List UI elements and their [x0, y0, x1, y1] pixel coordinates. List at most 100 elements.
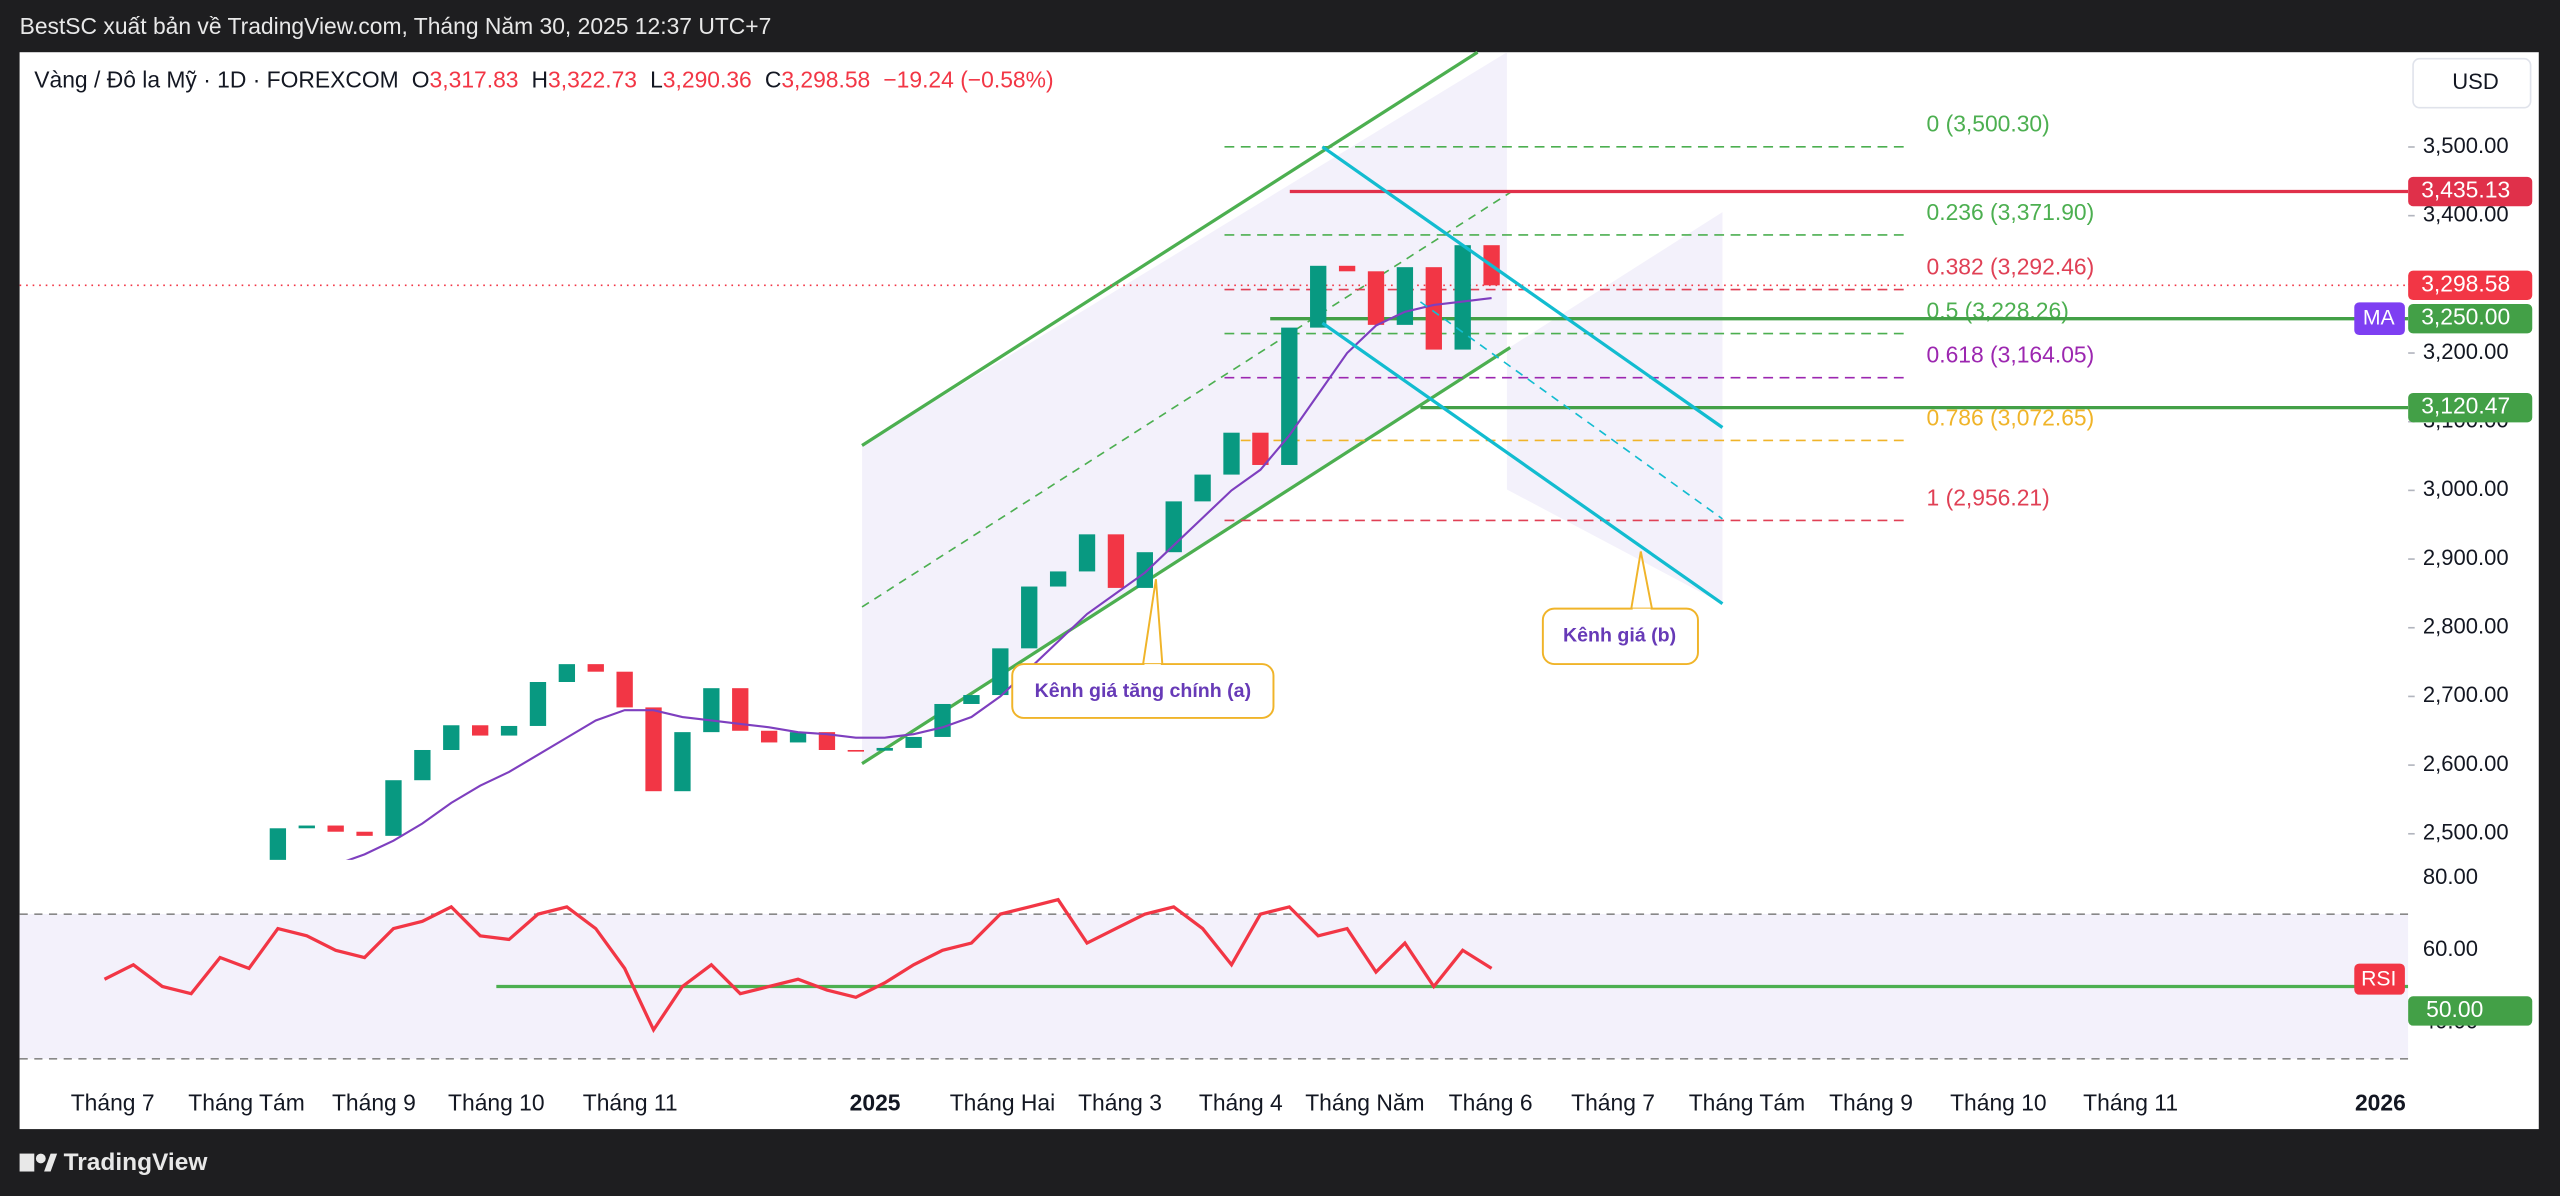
channel-a-fill [862, 52, 1507, 764]
currency[interactable]: USD [2452, 69, 2498, 94]
candle [443, 725, 460, 750]
fib-label: 0.236 (3,371.90) [1927, 199, 2095, 225]
y-tick-label: 3,500.00 [2423, 133, 2509, 158]
candle [356, 831, 373, 836]
rsi-tag [2354, 963, 2405, 995]
candle [1049, 571, 1067, 587]
candle [1021, 586, 1038, 649]
candle [1078, 534, 1096, 572]
channel-a-upper [861, 50, 1479, 447]
y-tick-label: 2,900.00 [2423, 545, 2509, 570]
footer-logo: TradingView [19, 1149, 209, 1176]
candle [905, 736, 922, 748]
candle [385, 780, 402, 836]
price-tag-label: 3,120.47 [2421, 393, 2510, 419]
rsi-value-label: 50.00 [2426, 996, 2483, 1022]
publisher: BestSC xuất bản về TradingView.com, Thán… [20, 13, 772, 39]
y-tick-label: 3,200.00 [2423, 339, 2509, 364]
price-pane: 0 (3,500.30) 0.236 (3,371.90) 0.382 (3,292… [19, 111, 2409, 860]
high: 3,322.73 [548, 67, 637, 93]
x-tick-label: Tháng 3 [1078, 1090, 1162, 1116]
x-tick-label: Tháng Tám [1689, 1090, 1805, 1116]
l-label: L [650, 67, 663, 93]
candle [760, 730, 778, 743]
x-tick-label: Tháng 11 [583, 1090, 678, 1116]
candle [1338, 265, 1356, 272]
annotation-a: Kênh giá tăng chính (a) [1011, 579, 1275, 719]
candle [703, 688, 720, 733]
y-tick-label: 2,700.00 [2423, 682, 2509, 707]
price-tag [2408, 270, 2533, 301]
x-tick-label: Tháng 7 [1571, 1090, 1655, 1116]
price-tag [2408, 304, 2533, 334]
candle [1396, 267, 1414, 325]
candle [327, 825, 344, 832]
price-tag-label: 3,435.13 [2421, 177, 2510, 203]
candle [269, 828, 287, 860]
candle [1454, 245, 1471, 350]
candle [1107, 534, 1125, 588]
x-tick-label: Tháng 7 [71, 1090, 155, 1116]
candle [1252, 432, 1269, 465]
candle [934, 703, 951, 737]
channel-b-mid [1419, 301, 1723, 520]
candle [847, 749, 864, 752]
candle [500, 725, 518, 736]
rsi-line [103, 897, 1493, 1034]
ma-tag [2354, 302, 2405, 336]
x-tick-label: Tháng Năm [1305, 1090, 1424, 1116]
price-tag [2408, 176, 2533, 207]
channel-a-mid [861, 191, 1511, 608]
candle [992, 648, 1009, 696]
close: 3,298.58 [781, 67, 870, 93]
fib-label: 0.382 (3,292.46) [1927, 253, 2095, 279]
candle [1165, 501, 1182, 553]
candle [645, 707, 662, 792]
rsi-pane [19, 897, 2409, 1060]
o-label: O [412, 67, 430, 93]
symbol: Vàng / Đô la Mỹ · 1D · FOREXCOM [34, 67, 398, 93]
candle [529, 682, 547, 726]
channel-b-lower [1321, 321, 1724, 606]
currency-box[interactable] [2412, 57, 2532, 109]
annotation-text: Kênh giá tăng chính (a) [1035, 680, 1252, 702]
x-tick-label: Tháng 4 [1199, 1090, 1283, 1116]
candle [732, 688, 749, 731]
channel-a-lower [861, 346, 1512, 765]
rsi-tick-label: 60.00 [2423, 936, 2478, 961]
candle [1223, 432, 1240, 475]
y-tick-label: 2,500.00 [2423, 820, 2509, 845]
candle [789, 732, 807, 743]
candle [1136, 552, 1153, 588]
x-tick-label: Tháng 9 [1829, 1090, 1913, 1116]
candle [674, 732, 691, 792]
candle [587, 664, 604, 672]
change: −19.24 (−0.58%) [883, 67, 1053, 93]
channel-b-upper [1321, 145, 1724, 429]
price-tag [2408, 392, 2533, 423]
candle [876, 747, 893, 751]
rsi-tag-label: RSI [2361, 968, 2396, 991]
candle [1425, 267, 1442, 350]
fib-label: 0.618 (3,164.05) [1927, 342, 2095, 368]
x-tick-label: Tháng 10 [1950, 1090, 2047, 1116]
footer-brand: TradingView [64, 1149, 209, 1176]
h-label: H [532, 67, 549, 93]
x-tick-label: Tháng Hai [950, 1090, 1055, 1116]
legend: Vàng / Đô la Mỹ · 1D · FOREXCOM O3,317.83… [34, 67, 1053, 93]
candle [1367, 271, 1385, 325]
low: 3,290.36 [663, 67, 752, 93]
x-tick-label: Tháng 11 [2083, 1090, 2178, 1116]
x-tick-label: 2026 [2355, 1090, 2406, 1116]
fib-label: 1 (2,956.21) [1927, 484, 2050, 510]
annotation-text: Kênh giá (b) [1563, 625, 1676, 647]
open: 3,317.83 [430, 67, 519, 93]
candle [298, 825, 315, 829]
ma-tag-label: MA [2363, 306, 2396, 329]
y-tick-label: 2,800.00 [2423, 614, 2509, 639]
candle [414, 749, 431, 781]
candle [1194, 474, 1211, 502]
x-tick-label: Tháng Tám [188, 1090, 304, 1116]
